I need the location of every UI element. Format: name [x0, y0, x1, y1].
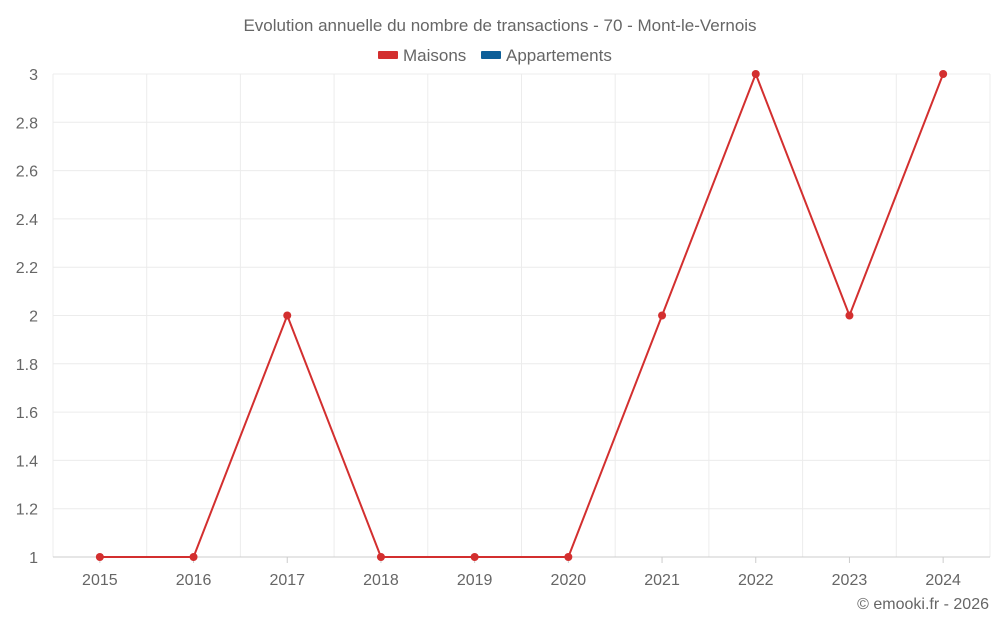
series-line-maisons [99, 73, 945, 558]
data-point[interactable] [939, 70, 948, 78]
y-tick-label: 1.6 [16, 405, 38, 422]
x-tick-label: 2021 [644, 572, 680, 589]
y-tick-label: 2.2 [16, 260, 38, 277]
data-point[interactable] [751, 70, 760, 78]
data-point[interactable] [845, 311, 854, 320]
axes: 1 1.2 1.4 1.6 1.8 2 2.2 2.4 2.6 2.8 3 2015 2016 2017 2… [16, 67, 990, 589]
legend-label-maisons: Maisons [403, 46, 466, 65]
gridlines [52, 73, 991, 557]
legend-swatch-appartements [481, 51, 501, 59]
x-tick-label: 2020 [551, 572, 587, 589]
data-point[interactable] [95, 553, 104, 561]
x-tick-label: 2024 [925, 572, 961, 589]
legend-item-appartements[interactable]: Appartements [481, 46, 612, 65]
y-tick-label: 1.4 [16, 453, 38, 470]
data-point[interactable] [470, 553, 479, 561]
x-tick-label: 2015 [82, 572, 118, 589]
data-point[interactable] [283, 311, 292, 320]
x-tick-label: 2023 [832, 572, 868, 589]
legend-swatch-maisons [378, 51, 398, 59]
y-tick-label: 2.6 [16, 164, 38, 181]
credit-text: © emooki.fr - 2026 [857, 596, 989, 613]
legend-label-appartements: Appartements [506, 46, 612, 65]
y-tick-label: 2.4 [16, 212, 38, 229]
y-tick-label: 3 [29, 67, 38, 84]
legend-item-maisons[interactable]: Maisons [378, 46, 466, 65]
x-tick-label: 2019 [457, 572, 493, 589]
x-tick-label: 2018 [363, 572, 399, 589]
y-tick-label: 1.8 [16, 357, 38, 374]
x-tick-label: 2017 [269, 572, 305, 589]
y-tick-label: 2.8 [16, 115, 38, 132]
y-tick-label: 1.2 [16, 502, 38, 519]
series [95, 70, 948, 561]
data-point[interactable] [564, 553, 573, 561]
legend: Maisons Appartements [378, 46, 612, 65]
data-point[interactable] [189, 553, 198, 561]
x-tick-label: 2022 [738, 572, 774, 589]
chart-title: Evolution annuelle du nombre de transact… [243, 16, 756, 35]
data-point[interactable] [658, 311, 667, 320]
y-tick-label: 1 [29, 550, 38, 567]
y-tick-label: 2 [29, 309, 38, 326]
x-tick-label: 2016 [176, 572, 212, 589]
data-point[interactable] [376, 553, 385, 561]
